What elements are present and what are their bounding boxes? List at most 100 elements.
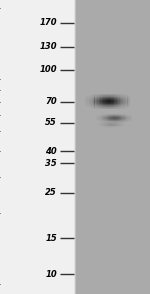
Bar: [126, 102, 128, 103]
Bar: [120, 102, 122, 103]
Bar: [114, 108, 116, 109]
Bar: [99, 99, 100, 100]
Text: 35: 35: [45, 158, 57, 168]
Bar: [103, 100, 105, 101]
Bar: [118, 105, 120, 106]
Bar: [118, 106, 120, 107]
Text: 40: 40: [45, 147, 57, 156]
Bar: [123, 103, 124, 104]
Bar: [96, 95, 98, 96]
Bar: [98, 105, 99, 106]
Bar: [94, 99, 96, 100]
Bar: [96, 104, 98, 105]
Bar: [123, 106, 124, 107]
Bar: [92, 106, 93, 107]
Bar: [87, 96, 88, 97]
Bar: [96, 108, 98, 109]
Bar: [126, 105, 128, 106]
Bar: [111, 104, 112, 105]
Bar: [98, 97, 99, 98]
Bar: [112, 108, 114, 109]
Bar: [93, 104, 94, 105]
Bar: [129, 105, 130, 106]
Bar: [111, 105, 112, 106]
Bar: [114, 106, 116, 107]
Bar: [100, 97, 102, 98]
Bar: [108, 104, 110, 105]
Bar: [93, 99, 94, 100]
Bar: [112, 94, 114, 95]
Bar: [105, 97, 106, 98]
Bar: [114, 96, 116, 97]
Bar: [106, 102, 108, 103]
Bar: [103, 101, 105, 102]
Bar: [106, 107, 108, 108]
Bar: [94, 94, 96, 95]
Bar: [103, 98, 105, 99]
Bar: [105, 107, 106, 108]
Bar: [100, 101, 102, 102]
Bar: [120, 100, 122, 101]
Bar: [100, 107, 102, 108]
Bar: [117, 97, 118, 98]
Bar: [94, 98, 96, 99]
Bar: [117, 106, 118, 107]
Bar: [103, 107, 105, 108]
Bar: [102, 106, 104, 107]
Text: 10: 10: [45, 270, 57, 279]
Bar: [100, 95, 102, 96]
Bar: [102, 96, 104, 97]
Bar: [105, 106, 106, 107]
Bar: [111, 94, 112, 95]
Bar: [105, 98, 106, 99]
Bar: [123, 96, 124, 97]
Bar: [117, 107, 118, 108]
Bar: [128, 106, 129, 107]
Bar: [88, 103, 90, 104]
Bar: [111, 107, 112, 108]
Bar: [112, 102, 114, 103]
Bar: [122, 107, 123, 108]
Bar: [108, 106, 110, 107]
Bar: [102, 101, 104, 102]
Bar: [88, 99, 90, 100]
Bar: [98, 103, 99, 104]
Bar: [98, 98, 99, 99]
Bar: [114, 104, 116, 105]
Bar: [94, 101, 96, 102]
Bar: [118, 101, 120, 102]
Bar: [87, 97, 88, 98]
Bar: [112, 100, 114, 101]
Bar: [128, 104, 129, 105]
Bar: [117, 96, 118, 97]
Bar: [100, 96, 102, 97]
Bar: [114, 95, 116, 96]
Bar: [116, 104, 117, 105]
Bar: [88, 101, 90, 102]
Bar: [106, 106, 108, 107]
Bar: [117, 108, 118, 109]
Bar: [102, 97, 104, 98]
Bar: [87, 106, 88, 107]
Bar: [112, 106, 114, 107]
Bar: [111, 95, 112, 96]
Bar: [93, 100, 94, 101]
Bar: [124, 94, 126, 95]
Bar: [96, 101, 98, 102]
Bar: [99, 103, 100, 104]
Bar: [112, 98, 114, 99]
Bar: [111, 98, 112, 99]
Bar: [96, 105, 98, 106]
Bar: [96, 98, 98, 99]
Bar: [103, 102, 105, 103]
Bar: [122, 96, 123, 97]
Text: 70: 70: [45, 97, 57, 106]
Bar: [123, 100, 124, 101]
Bar: [93, 107, 94, 108]
Bar: [124, 101, 126, 102]
Bar: [123, 95, 124, 96]
Bar: [105, 108, 106, 109]
Bar: [126, 107, 128, 108]
Bar: [106, 104, 108, 105]
Bar: [98, 95, 99, 96]
